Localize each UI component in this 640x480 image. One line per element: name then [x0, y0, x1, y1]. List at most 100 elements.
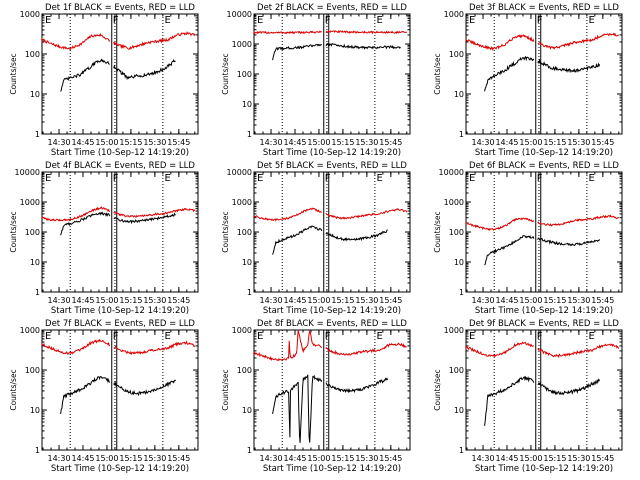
marker-label-e: E [469, 331, 475, 342]
y-tick-label: 1 [459, 288, 464, 297]
marker-label-e: E [376, 15, 382, 26]
x-tick-label: 15:15 [543, 296, 566, 305]
y-axis-title: Counts/sec [433, 211, 442, 252]
plot-frame [41, 329, 199, 451]
x-tick-label: 14:30 [48, 138, 71, 147]
y-tick-label: 100 [237, 70, 252, 79]
y-axis-title: Counts/sec [221, 369, 230, 410]
y-tick-label: 1 [459, 446, 464, 455]
detector-panel-1: Det 1f BLACK = Events, RED = LLD E F E 1 10 10… [9, 3, 199, 158]
lld-rate-line [41, 31, 196, 51]
x-tick-label: 14:45 [283, 138, 306, 147]
x-tick-label: 15:30 [143, 296, 166, 305]
y-tick-label: 100 [449, 366, 464, 375]
x-tick-label: 15:00 [519, 454, 542, 463]
lld-rate-line [253, 207, 408, 222]
x-axis-title: Start Time (10-Sep-12 14:19:20) [51, 148, 189, 158]
x-axis-title: Start Time (10-Sep-12 14:19:20) [263, 306, 401, 316]
marker-label-f: F [113, 173, 119, 184]
plot-frame [465, 13, 623, 135]
marker-label-f: F [537, 173, 543, 184]
y-tick-label: 1000 [20, 10, 40, 19]
x-tick-label: 14:45 [495, 296, 518, 305]
marker-label-e: E [257, 15, 263, 26]
marker-label-e: E [469, 173, 475, 184]
plot-frame [41, 13, 199, 135]
events-rate-line [484, 375, 601, 426]
x-tick-label: 14:45 [495, 454, 518, 463]
x-tick-label: 15:30 [567, 454, 590, 463]
marker-label-e: E [45, 15, 51, 26]
x-tick-label: 15:15 [119, 296, 142, 305]
y-tick-label: 10000 [227, 168, 252, 177]
x-tick-label: 15:15 [331, 454, 354, 463]
x-axis-title: Start Time (10-Sep-12 14:19:20) [475, 306, 613, 316]
x-tick-label: 15:45 [379, 296, 402, 305]
y-tick-label: 1000 [232, 326, 252, 335]
x-tick-label: 14:30 [260, 296, 283, 305]
x-tick-label: 15:00 [95, 138, 118, 147]
y-tick-label: 10 [242, 258, 252, 267]
x-tick-label: 15:00 [307, 454, 330, 463]
x-tick-label: 15:30 [355, 138, 378, 147]
events-rate-line [272, 42, 401, 61]
marker-label-e: E [588, 173, 594, 184]
x-tick-label: 15:45 [167, 296, 190, 305]
x-tick-label: 14:45 [71, 296, 94, 305]
x-axis-title: Start Time (10-Sep-12 14:19:20) [263, 148, 401, 158]
lld-rate-line [465, 214, 620, 231]
lld-rate-line [41, 206, 196, 222]
x-axis-title: Start Time (10-Sep-12 14:19:20) [51, 464, 189, 474]
y-tick-label: 100 [449, 50, 464, 59]
marker-label-e: E [588, 15, 594, 26]
panel-title: Det 5f BLACK = Events, RED = LLD [257, 161, 407, 171]
y-tick-label: 100 [237, 228, 252, 237]
x-tick-label: 14:45 [71, 138, 94, 147]
marker-label-f: F [325, 331, 331, 342]
lld-rate-line [465, 32, 619, 52]
x-tick-label: 15:45 [591, 138, 614, 147]
y-tick-label: 10000 [227, 10, 252, 19]
panel-title: Det 4f BLACK = Events, RED = LLD [45, 161, 195, 171]
y-tick-label: 10 [30, 90, 40, 99]
x-tick-label: 14:30 [472, 296, 495, 305]
y-tick-label: 1000 [20, 326, 40, 335]
marker-label-e: E [469, 15, 475, 26]
x-tick-label: 14:30 [472, 138, 495, 147]
y-axis-title: Counts/sec [9, 53, 18, 94]
y-tick-label: 10000 [439, 168, 464, 177]
y-tick-label: 100 [237, 366, 252, 375]
y-tick-label: 100 [449, 228, 464, 237]
lld-rate-line [253, 30, 408, 35]
panel-title: Det 7f BLACK = Events, RED = LLD [45, 319, 195, 329]
plot-frame [465, 171, 623, 293]
x-tick-label: 15:45 [167, 138, 190, 147]
y-tick-label: 1000 [444, 198, 464, 207]
detector-panel-6: Det 6f BLACK = Events, RED = LLD E F E 1 10 10… [433, 161, 623, 316]
marker-label-e: E [588, 331, 594, 342]
y-tick-label: 1 [247, 130, 252, 139]
x-tick-label: 14:30 [48, 454, 71, 463]
y-tick-label: 10 [30, 258, 40, 267]
plot-frame [41, 171, 199, 293]
marker-label-e: E [376, 331, 382, 342]
detector-panel-2: Det 2f BLACK = Events, RED = LLD E F E 1 10 10… [221, 3, 411, 158]
marker-label-e: E [45, 331, 51, 342]
x-axis-title: Start Time (10-Sep-12 14:19:20) [263, 464, 401, 474]
panel-title: Det 2f BLACK = Events, RED = LLD [257, 3, 407, 13]
y-tick-label: 100 [25, 50, 40, 59]
x-tick-label: 15:30 [355, 454, 378, 463]
panel-title: Det 3f BLACK = Events, RED = LLD [469, 3, 619, 13]
x-tick-label: 15:30 [567, 296, 590, 305]
x-tick-label: 14:30 [260, 454, 283, 463]
marker-label-e: E [45, 173, 51, 184]
x-tick-label: 15:00 [519, 138, 542, 147]
marker-label-e: E [164, 173, 170, 184]
x-axis-title: Start Time (10-Sep-12 14:19:20) [51, 306, 189, 316]
detector-panel-7: Det 7f BLACK = Events, RED = LLD E F E 1 10 10… [9, 319, 199, 474]
y-tick-label: 1 [459, 130, 464, 139]
events-rate-line [60, 211, 176, 236]
x-tick-label: 15:30 [355, 296, 378, 305]
y-tick-label: 10 [454, 258, 464, 267]
